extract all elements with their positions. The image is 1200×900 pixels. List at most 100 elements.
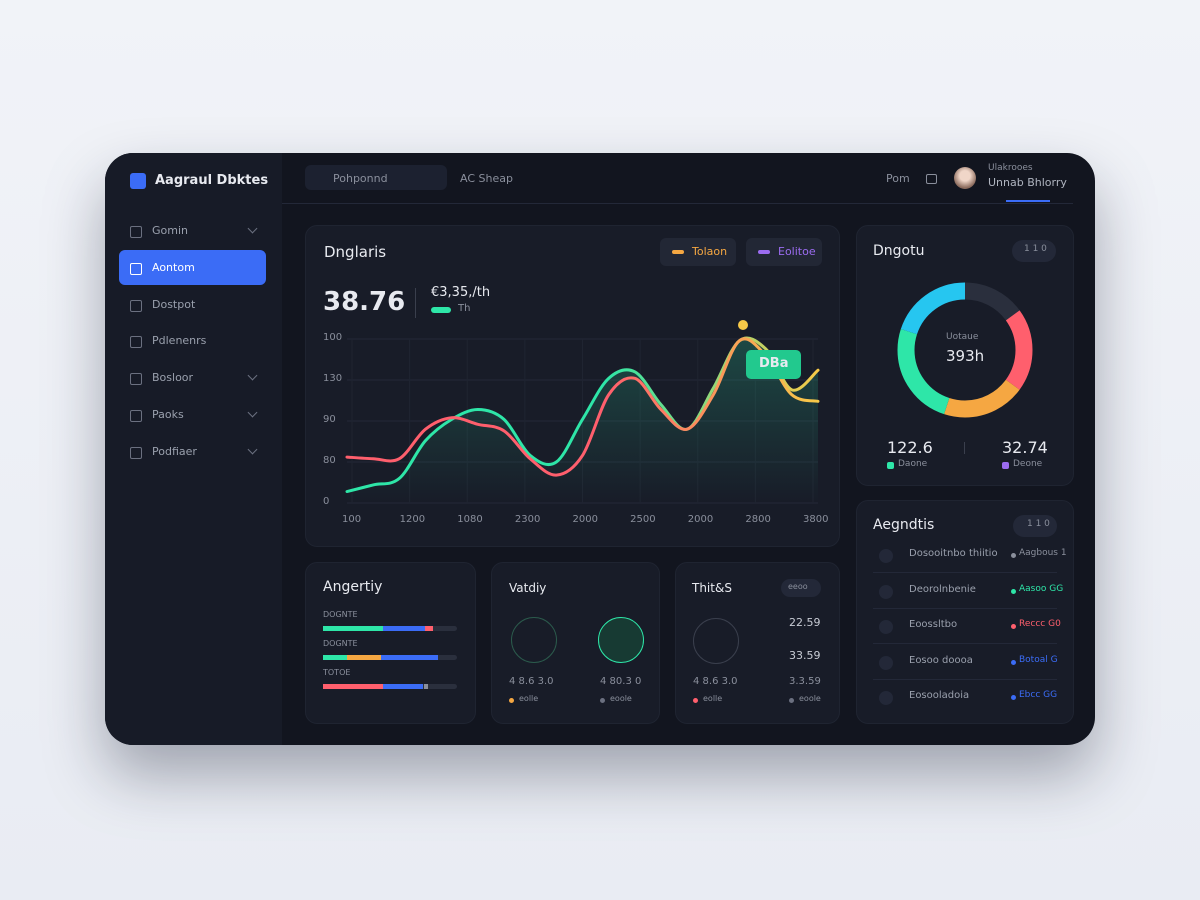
tooltip-label: DBa: [759, 356, 789, 371]
bar-label: DOGNTE: [323, 610, 358, 619]
menu-item[interactable]: Bosloor: [152, 371, 194, 385]
row-divider: [873, 643, 1057, 644]
chart-title: Dnglaris: [324, 243, 387, 261]
donut-center-value: 393h: [946, 347, 985, 365]
item-dot: [693, 698, 698, 703]
tooltip: [746, 350, 801, 379]
number: 33.59: [789, 649, 821, 662]
line: [345, 337, 820, 477]
row-divider: [873, 572, 1057, 573]
agent-name[interactable]: Dosooitnbo thiitio: [909, 548, 998, 559]
menu-icon: [130, 336, 142, 349]
item-label: eolle: [519, 694, 539, 703]
row-divider: [873, 678, 1057, 680]
bar-segment: [424, 626, 433, 631]
menu-icon: [130, 410, 142, 422]
active-menu-bg: [119, 250, 266, 285]
bar-segment: [323, 684, 384, 689]
menu-icon: [130, 446, 142, 459]
sub-value: €3,35,/th: [431, 285, 491, 300]
brand: Aagraul Dbktes: [155, 173, 269, 188]
menu-item[interactable]: Dostpot: [152, 297, 196, 311]
stat-value: 122.6: [887, 438, 933, 457]
donut-segment: [897, 282, 1033, 418]
divider: [282, 203, 1073, 204]
bar-segment: [383, 626, 425, 631]
menu-item[interactable]: Gomin: [152, 224, 188, 237]
separator: [964, 442, 965, 454]
agent-name[interactable]: Deorolnbenie: [909, 583, 976, 595]
badge: [1012, 240, 1056, 262]
x-tick-label: 1080: [457, 514, 483, 525]
y-tick-label: 100: [323, 332, 343, 343]
donut-segment: [897, 282, 1033, 418]
menu-item[interactable]: Paoks: [152, 408, 184, 421]
row-divider: [873, 607, 1057, 609]
bar-label: DOGNTE: [323, 639, 358, 648]
status-dot: [1011, 553, 1016, 558]
stat-dot: [1002, 462, 1009, 469]
menu-item[interactable]: Aontom: [152, 260, 195, 274]
item-label: eoole: [610, 694, 632, 703]
row-icon: [879, 620, 893, 634]
panel-title: Aegndtis: [873, 517, 935, 533]
menu-icon: [130, 226, 142, 238]
tab-underline: [1006, 200, 1050, 202]
panel-title: Dngotu: [873, 243, 925, 259]
search-box[interactable]: [305, 165, 447, 190]
status-dot: [1011, 659, 1016, 665]
y-tick-label: 80: [323, 455, 336, 466]
activity-panel: [305, 562, 476, 724]
status-dot: [1011, 588, 1016, 594]
search-placeholder[interactable]: Pohponnd: [333, 172, 388, 185]
y-tick-label: 0: [323, 496, 330, 507]
y-tick-label: 90: [323, 414, 336, 425]
user-role: Unnab Bhlorry: [988, 176, 1067, 189]
menu-item[interactable]: Pdlenenrs: [152, 334, 207, 348]
ring: [598, 617, 644, 663]
number: 22.59: [789, 616, 821, 629]
highlight-dot: [738, 320, 748, 330]
agent-name[interactable]: Eoossltbo: [909, 619, 958, 630]
sub-label: Th: [458, 303, 471, 314]
ring: [511, 617, 557, 663]
badge-label: eeoo: [788, 582, 808, 591]
top-link[interactable]: AC Sheap: [460, 172, 513, 185]
row-icon: [879, 584, 893, 599]
agent-status: Ebcc GG: [1019, 690, 1058, 700]
panel-title: Thit&S: [692, 581, 732, 595]
x-tick-label: 100: [342, 514, 362, 525]
item-value: 3.3.59: [789, 676, 821, 687]
menu-item[interactable]: Podfiaer: [152, 444, 197, 458]
agent-name[interactable]: Eosooladoia: [909, 690, 970, 701]
item-value: 4 80.3 0: [600, 676, 642, 687]
item-value: 4 8.6 3.0: [693, 676, 738, 687]
x-tick-label: 2500: [630, 514, 656, 525]
item-dot: [789, 698, 794, 703]
badge: [1013, 515, 1057, 537]
donut-segment: [897, 282, 1033, 418]
donut-segment: [897, 282, 1033, 418]
brand-icon: [130, 173, 146, 189]
big-value: 38.76: [323, 287, 406, 317]
legend-label[interactable]: Eolitoe: [778, 245, 816, 258]
stat-value: 32.74: [1002, 438, 1048, 457]
bar-segment: [323, 655, 348, 660]
legend-label[interactable]: Tolaon: [692, 245, 728, 258]
bar-label: TOTOE: [323, 668, 351, 677]
status-dot: [1011, 695, 1016, 700]
y-tick-label: 130: [323, 373, 343, 384]
x-tick-label: 2300: [514, 514, 541, 525]
donut-panel: [856, 225, 1074, 486]
top-action[interactable]: Pom: [886, 172, 910, 185]
agent-name[interactable]: Eosoo doooa: [909, 654, 973, 666]
menu-icon: [130, 373, 142, 386]
panel-title: Vatdiy: [509, 581, 547, 595]
stat-label: Daone: [898, 459, 928, 469]
status-dot: [1011, 624, 1016, 629]
item-value: 4 8.6 3.0: [509, 676, 554, 687]
stat-dot: [887, 462, 894, 469]
avatar[interactable]: [954, 167, 976, 189]
item-label: eolle: [703, 694, 723, 703]
